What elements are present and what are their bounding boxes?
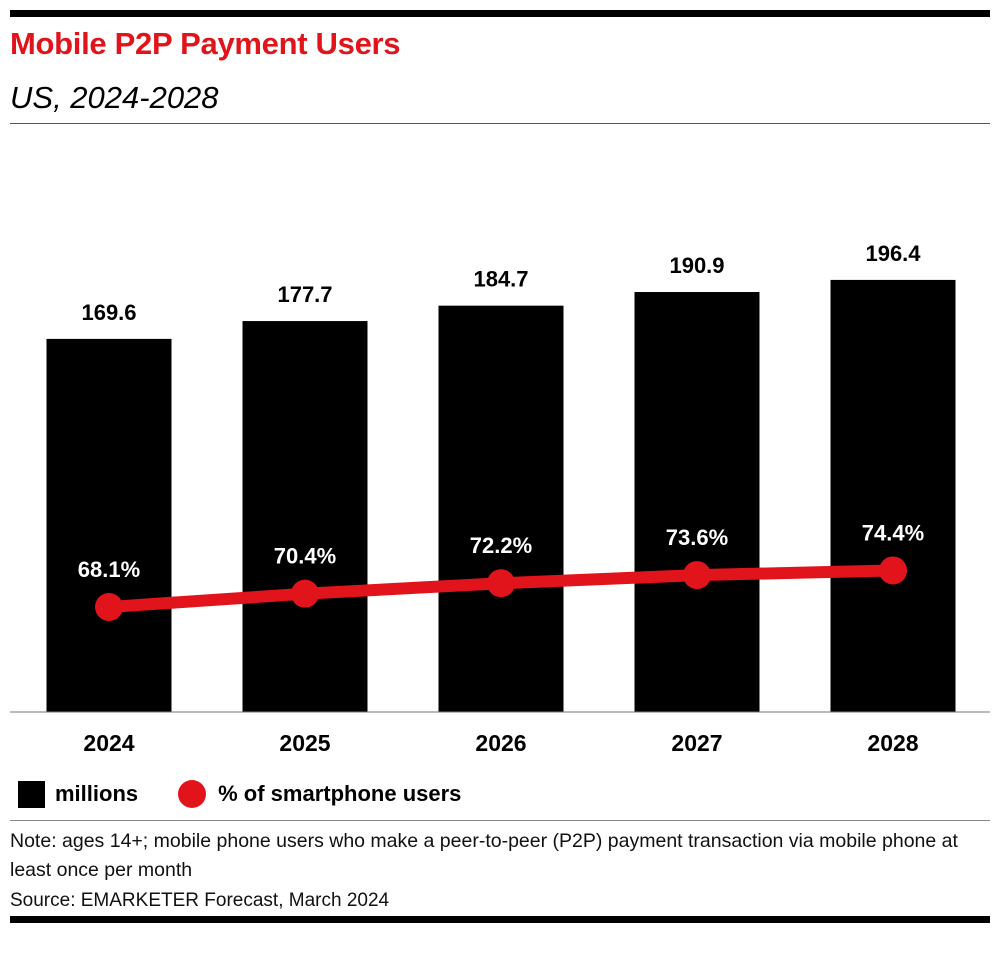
chart-title: Mobile P2P Payment Users	[10, 26, 401, 61]
legend-label-smartphone: % of smartphone users	[218, 781, 462, 806]
bar-value-label-2024: 169.6	[81, 300, 136, 325]
line-value-label-2025: 70.4%	[274, 544, 336, 569]
line-point-2026	[487, 569, 515, 598]
bar-2024	[46, 338, 172, 712]
x-tick-label-2026: 2026	[475, 730, 526, 756]
bar-2028	[830, 279, 956, 712]
bar-value-label-2028: 196.4	[865, 241, 921, 266]
line-value-label-2024: 68.1%	[78, 557, 140, 582]
footnote: Note: ages 14+; mobile phone users who m…	[10, 830, 958, 881]
x-tick-label-2028: 2028	[867, 730, 918, 756]
subtitle-rule	[10, 123, 990, 124]
chart-subtitle: US, 2024-2028	[10, 80, 219, 115]
x-tick-label-2025: 2025	[279, 730, 330, 756]
source-note: Source: EMARKETER Forecast, March 2024	[10, 890, 390, 911]
line-value-label-2027: 73.6%	[666, 525, 728, 550]
bar-2027	[634, 292, 760, 712]
line-point-2025	[291, 579, 319, 608]
chart-area: 169.6 2024 177.7 2025 184.7 2026 190.9 2027 196.…	[10, 241, 990, 756]
x-tick-label-2024: 2024	[83, 730, 134, 756]
legend-rule	[10, 820, 990, 821]
line-point-2027	[683, 561, 711, 590]
legend-label-millions: millions	[55, 781, 139, 806]
bar-value-label-2026: 184.7	[473, 267, 528, 292]
legend: millions % of smartphone users	[18, 778, 501, 810]
bar-2025	[242, 321, 368, 712]
bar-value-label-2025: 177.7	[277, 282, 332, 307]
line-point-2028	[879, 556, 907, 585]
legend-swatch-bar	[18, 780, 45, 808]
line-value-label-2028: 74.4%	[862, 520, 924, 545]
x-tick-label-2027: 2027	[671, 730, 722, 756]
bar-2026	[438, 305, 564, 712]
top-rule	[10, 10, 990, 17]
legend-item-smartphone: % of smartphone users	[178, 780, 461, 808]
line-value-label-2026: 72.2%	[470, 533, 532, 558]
bottom-rule	[10, 916, 990, 923]
bar-value-label-2027: 190.9	[669, 253, 724, 278]
legend-swatch-dot	[178, 780, 207, 808]
line-point-2024	[95, 593, 123, 622]
legend-item-millions: millions	[18, 780, 139, 808]
